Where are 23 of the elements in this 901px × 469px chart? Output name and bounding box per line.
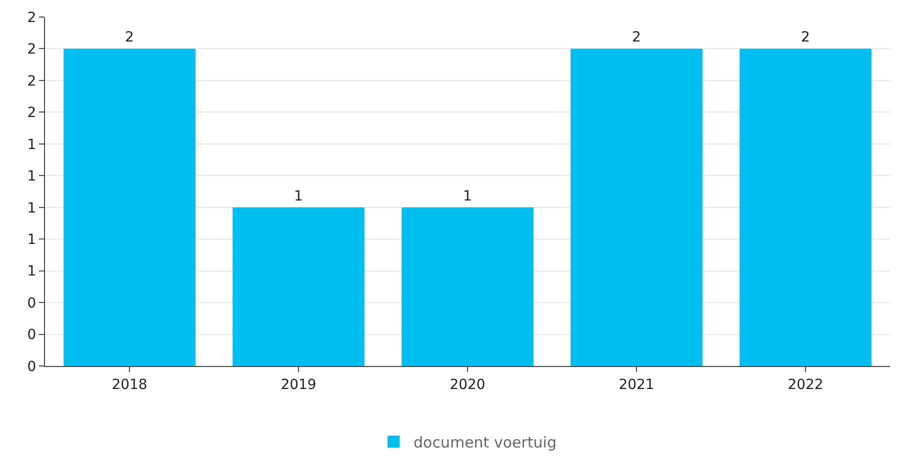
data-label: 1	[463, 188, 472, 204]
y-tick-label: 0	[27, 358, 36, 375]
y-tick-label: 1	[27, 232, 36, 248]
y-tick-label: 1	[27, 136, 36, 153]
x-tick-label: 2020	[450, 376, 486, 393]
y-tick-label: 2	[27, 105, 36, 122]
data-label: 2	[632, 30, 641, 46]
legend-label: document voertuig	[414, 433, 556, 452]
y-tick-label: 2	[27, 42, 36, 58]
y-tick-label: 0	[27, 327, 36, 344]
y-tick-label: 1	[27, 264, 36, 280]
x-tick-label: 2021	[618, 376, 654, 393]
y-tick-label: 2	[27, 73, 36, 90]
x-tick-label: 2022	[788, 376, 824, 393]
y-tick-label: 1	[27, 168, 36, 185]
y-tick-label: 2	[27, 10, 36, 26]
data-label: 2	[801, 30, 810, 46]
data-label: 2	[125, 30, 134, 46]
data-label: 1	[294, 188, 303, 204]
x-tick-label: 2018	[112, 376, 148, 393]
x-tick-label: 2019	[280, 376, 316, 393]
y-tick-label: 0	[27, 295, 36, 312]
y-tick-label: 1	[27, 200, 36, 216]
